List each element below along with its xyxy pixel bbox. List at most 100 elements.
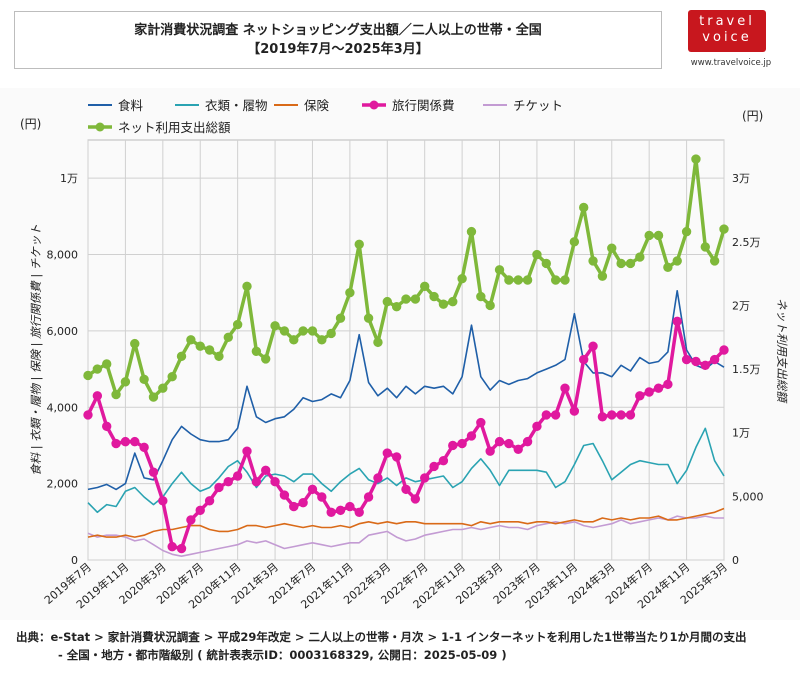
data-point-travel: [644, 387, 654, 397]
data-point-net-total: [298, 326, 308, 336]
data-point-travel: [401, 484, 411, 495]
data-point-travel: [494, 436, 505, 447]
data-point-net-total: [607, 243, 617, 253]
data-point-net-total: [494, 265, 505, 275]
data-point-net-total: [579, 202, 589, 213]
y-left-tick-label: 6,000: [47, 325, 79, 338]
data-point-travel: [429, 461, 439, 472]
data-point-net-total: [186, 335, 196, 345]
logo-url[interactable]: www.travelvoice.jp: [690, 58, 772, 68]
data-point-travel: [719, 345, 729, 355]
data-point-net-total: [223, 332, 233, 342]
data-point-travel: [448, 440, 458, 451]
data-point-net-total: [382, 296, 392, 307]
data-point-net-total: [438, 299, 449, 309]
data-point-net-total: [410, 294, 421, 304]
chart-subtitle: 【2019年7月～2025年3月】: [247, 42, 429, 57]
data-point-net-total: [279, 326, 290, 336]
data-point-travel: [466, 431, 477, 441]
data-point-net-total: [335, 313, 346, 323]
data-point-net-total: [214, 351, 224, 362]
y-right-tick-label: 2万: [732, 299, 750, 312]
data-point-net-total: [111, 389, 121, 400]
series-line-insurance: [87, 507, 725, 538]
data-point-travel: [242, 446, 252, 456]
data-point-travel: [653, 383, 664, 393]
data-point-travel: [345, 501, 355, 512]
source-note: 出典：e-Stat > 家計消費状況調査 > 平成29年改定 > 二人以上の世帯…: [16, 628, 791, 664]
data-point-net-total: [307, 326, 318, 336]
y-right-unit: (円): [742, 109, 763, 123]
data-point-travel: [635, 391, 645, 401]
data-point-net-total: [195, 341, 205, 351]
data-point-net-total: [691, 154, 701, 164]
data-point-net-total: [644, 230, 654, 241]
logo-word-voice: voice: [702, 30, 752, 45]
data-point-net-total: [158, 383, 168, 393]
data-point-net-total: [588, 256, 598, 266]
y-right-tick-label: 1万: [732, 427, 750, 440]
data-point-travel: [709, 354, 720, 365]
data-point-net-total: [635, 252, 645, 262]
data-point-net-total: [700, 242, 710, 252]
data-point-travel: [625, 410, 636, 420]
source-line-2: - 全国・地方・都市階級別 ( 統計表表示ID：0003168329, 公開日：…: [58, 648, 507, 662]
logo-word-travel: travel: [699, 14, 755, 29]
data-point-net-total: [448, 296, 458, 307]
data-point-travel: [504, 438, 514, 449]
data-point-travel: [579, 354, 589, 365]
travelvoice-logo[interactable]: travel voice: [688, 10, 766, 52]
data-point-net-total: [504, 275, 514, 285]
data-point-travel: [83, 410, 93, 420]
data-point-net-total: [653, 230, 664, 241]
data-point-net-total: [167, 372, 177, 382]
series-line-food: [87, 290, 725, 491]
data-point-travel: [691, 356, 701, 367]
data-point-travel: [326, 507, 336, 517]
data-point-net-total: [270, 321, 280, 331]
data-point-net-total: [616, 258, 626, 269]
data-point-travel: [176, 543, 187, 554]
data-point-net-total: [625, 258, 636, 269]
legend-marker-travel: [369, 100, 379, 110]
data-point-travel: [541, 410, 551, 420]
data-point-net-total: [289, 335, 299, 345]
y-left-tick-label: 0: [71, 554, 78, 567]
data-point-travel: [663, 379, 673, 390]
data-point-travel: [410, 494, 421, 504]
data-point-travel: [522, 436, 533, 447]
chart-title-box: 家計消費状況調査 ネットショッピング支出額／二人以上の世帯・全国 【2019年7…: [14, 11, 662, 69]
data-point-travel: [391, 452, 402, 462]
legend-label-ticket: チケット: [513, 98, 563, 113]
y-left-tick-label: 2,000: [47, 478, 79, 491]
data-point-travel: [270, 477, 280, 487]
data-point-travel: [289, 501, 299, 512]
data-point-travel: [457, 438, 467, 449]
data-point-net-total: [709, 256, 720, 266]
data-point-travel: [102, 421, 112, 432]
data-point-net-total: [429, 291, 439, 302]
legend-label-insurance: 保険: [304, 98, 330, 113]
data-point-net-total: [663, 262, 673, 272]
data-point-travel: [261, 465, 271, 475]
data-point-travel: [438, 456, 449, 466]
data-point-net-total: [719, 224, 729, 234]
data-point-travel: [532, 421, 542, 432]
legend-label-net-total: ネット利用支出総額: [118, 120, 231, 135]
data-point-travel: [672, 316, 682, 327]
data-point-travel: [420, 473, 430, 483]
data-point-travel: [158, 496, 168, 506]
y-left-tick-label: 4,000: [47, 401, 79, 414]
data-point-net-total: [232, 319, 243, 330]
data-point-net-total: [420, 281, 430, 292]
data-point-travel: [223, 477, 233, 487]
data-point-travel: [317, 492, 327, 502]
data-point-travel: [232, 471, 243, 481]
data-point-net-total: [522, 275, 533, 285]
data-point-travel: [373, 473, 383, 483]
data-point-travel: [148, 467, 159, 477]
y-right-axis-title: ネット利用支出総額: [775, 298, 789, 404]
data-point-net-total: [560, 275, 570, 285]
y-right-tick-label: 2.5万: [732, 236, 761, 249]
data-point-net-total: [251, 346, 262, 356]
